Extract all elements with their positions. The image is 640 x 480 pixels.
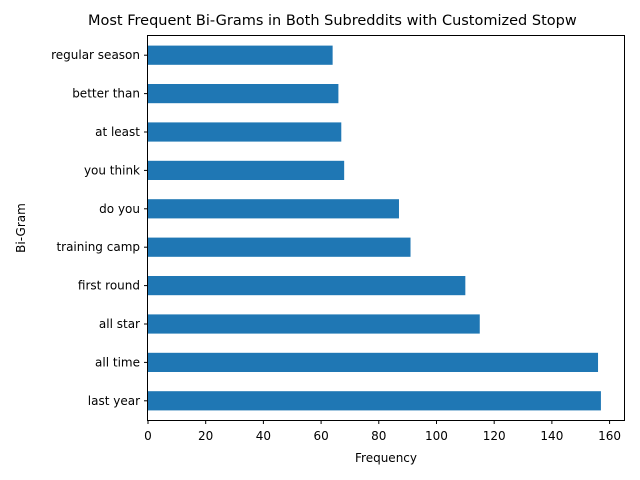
y-tick-label: regular season: [51, 48, 140, 62]
y-tick-label: training camp: [56, 240, 140, 254]
bar-regular-season: [148, 45, 333, 65]
bar-group: [148, 45, 601, 411]
x-tick-label: 0: [144, 429, 152, 443]
x-axis-ticks: 0 20 40 60 80 100 120 140 160: [144, 420, 621, 443]
axes: [147, 35, 625, 421]
y-tick-label: at least: [95, 125, 140, 139]
y-tick-label: all time: [95, 355, 140, 369]
chart-title: Most Frequent Bi-Grams in Both Subreddit…: [88, 13, 577, 29]
x-tick-label: 100: [425, 429, 448, 443]
y-tick-label: do you: [99, 202, 140, 216]
x-tick-label: 20: [198, 429, 213, 443]
bar-training-camp: [148, 237, 411, 257]
x-tick-label: 80: [371, 429, 386, 443]
bar-all-star: [148, 314, 480, 334]
x-tick-label: 40: [256, 429, 271, 443]
x-tick-label: 160: [598, 429, 621, 443]
y-tick-label: better than: [72, 87, 140, 101]
bar-do-you: [148, 199, 399, 219]
bar-all-time: [148, 352, 599, 372]
bar-at-least: [148, 122, 342, 142]
y-tick-label: you think: [84, 163, 140, 177]
x-tick-label: 60: [313, 429, 328, 443]
y-axis-ticks: last year all time all star first round trai…: [51, 48, 148, 408]
y-tick-label: all star: [99, 317, 140, 331]
plot-frame: [147, 35, 625, 421]
y-tick-label: last year: [88, 394, 140, 408]
x-tick-label: 120: [483, 429, 506, 443]
bar-you-think: [148, 160, 345, 180]
bar-last-year: [148, 391, 601, 411]
x-axis-label: Frequency: [355, 451, 417, 465]
bar-first-round: [148, 276, 466, 296]
x-tick-label: 140: [540, 429, 563, 443]
y-axis-label: Bi-Gram: [14, 203, 28, 253]
bar-better-than: [148, 84, 339, 104]
y-tick-label: first round: [78, 279, 140, 293]
